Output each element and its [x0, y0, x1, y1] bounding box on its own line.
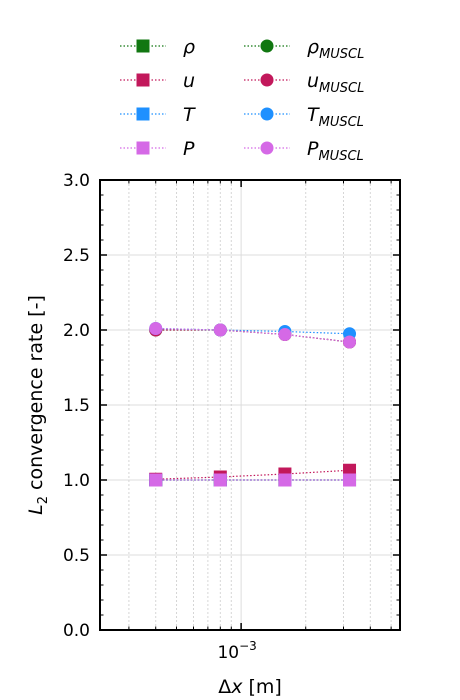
legend-item-p: P: [120, 138, 195, 160]
y-tick-label: 0.5: [63, 546, 90, 566]
data-point-square: [149, 473, 163, 487]
series-p: [149, 473, 357, 487]
legend-item-u: u: [120, 70, 195, 92]
series-line: [155, 327, 350, 343]
y-tick-label: 3.0: [63, 171, 90, 191]
data-point-square: [343, 473, 357, 487]
legend-marker-circle: [260, 107, 274, 121]
legend-marker-circle: [260, 39, 274, 53]
legend-item-x: ρ: [120, 36, 195, 58]
data-point-circle: [213, 323, 227, 337]
legend-marker-square: [136, 141, 150, 155]
legend-label: P: [183, 138, 195, 160]
y-tick-label: 0.0: [63, 621, 90, 641]
series-layer: [149, 322, 357, 487]
legend-item-t-muscl: TMUSCL: [244, 104, 364, 130]
legend-marker-square: [136, 39, 150, 53]
legend-label: u: [183, 70, 195, 92]
legend-label: uMUSCL: [307, 70, 364, 96]
data-point-circle: [278, 328, 292, 341]
legend-item-muscl: ρMUSCL: [244, 36, 364, 62]
y-tick-label: 2.0: [63, 321, 90, 341]
legend-label: TMUSCL: [307, 104, 364, 130]
legend-item-u-muscl: uMUSCL: [244, 70, 364, 96]
legend-item-t: T: [120, 104, 196, 126]
legend-item-p-muscl: PMUSCL: [244, 138, 364, 164]
data-point-square: [213, 473, 227, 487]
legend-marker-square: [136, 107, 150, 121]
legend-label: T: [183, 104, 196, 126]
legend-label: ρMUSCL: [307, 36, 364, 62]
legend-marker-circle: [260, 73, 274, 87]
y-tick-label: 2.5: [63, 246, 90, 266]
legend-marker-circle: [260, 141, 274, 155]
data-point-square: [278, 473, 292, 487]
series-line: [155, 469, 350, 480]
y-tick-label: 1.5: [63, 396, 90, 416]
legend-label: ρ: [183, 36, 195, 58]
y-tick-label: 1.0: [63, 471, 90, 491]
data-point-circle: [343, 335, 357, 349]
x-tick-label: 10−3: [217, 639, 256, 663]
legend-label: PMUSCL: [307, 138, 364, 164]
data-point-circle: [149, 322, 163, 335]
legend-marker-square: [136, 73, 150, 87]
series-p-muscl: [149, 322, 357, 349]
y-axis-label: L2 convergence rate [-]: [25, 295, 51, 515]
axes: 0.0 0.5 1.0 1.5 2.0 2.5 3.0 10−3: [63, 171, 400, 663]
x-axis-label: Δx [m]: [218, 676, 282, 698]
